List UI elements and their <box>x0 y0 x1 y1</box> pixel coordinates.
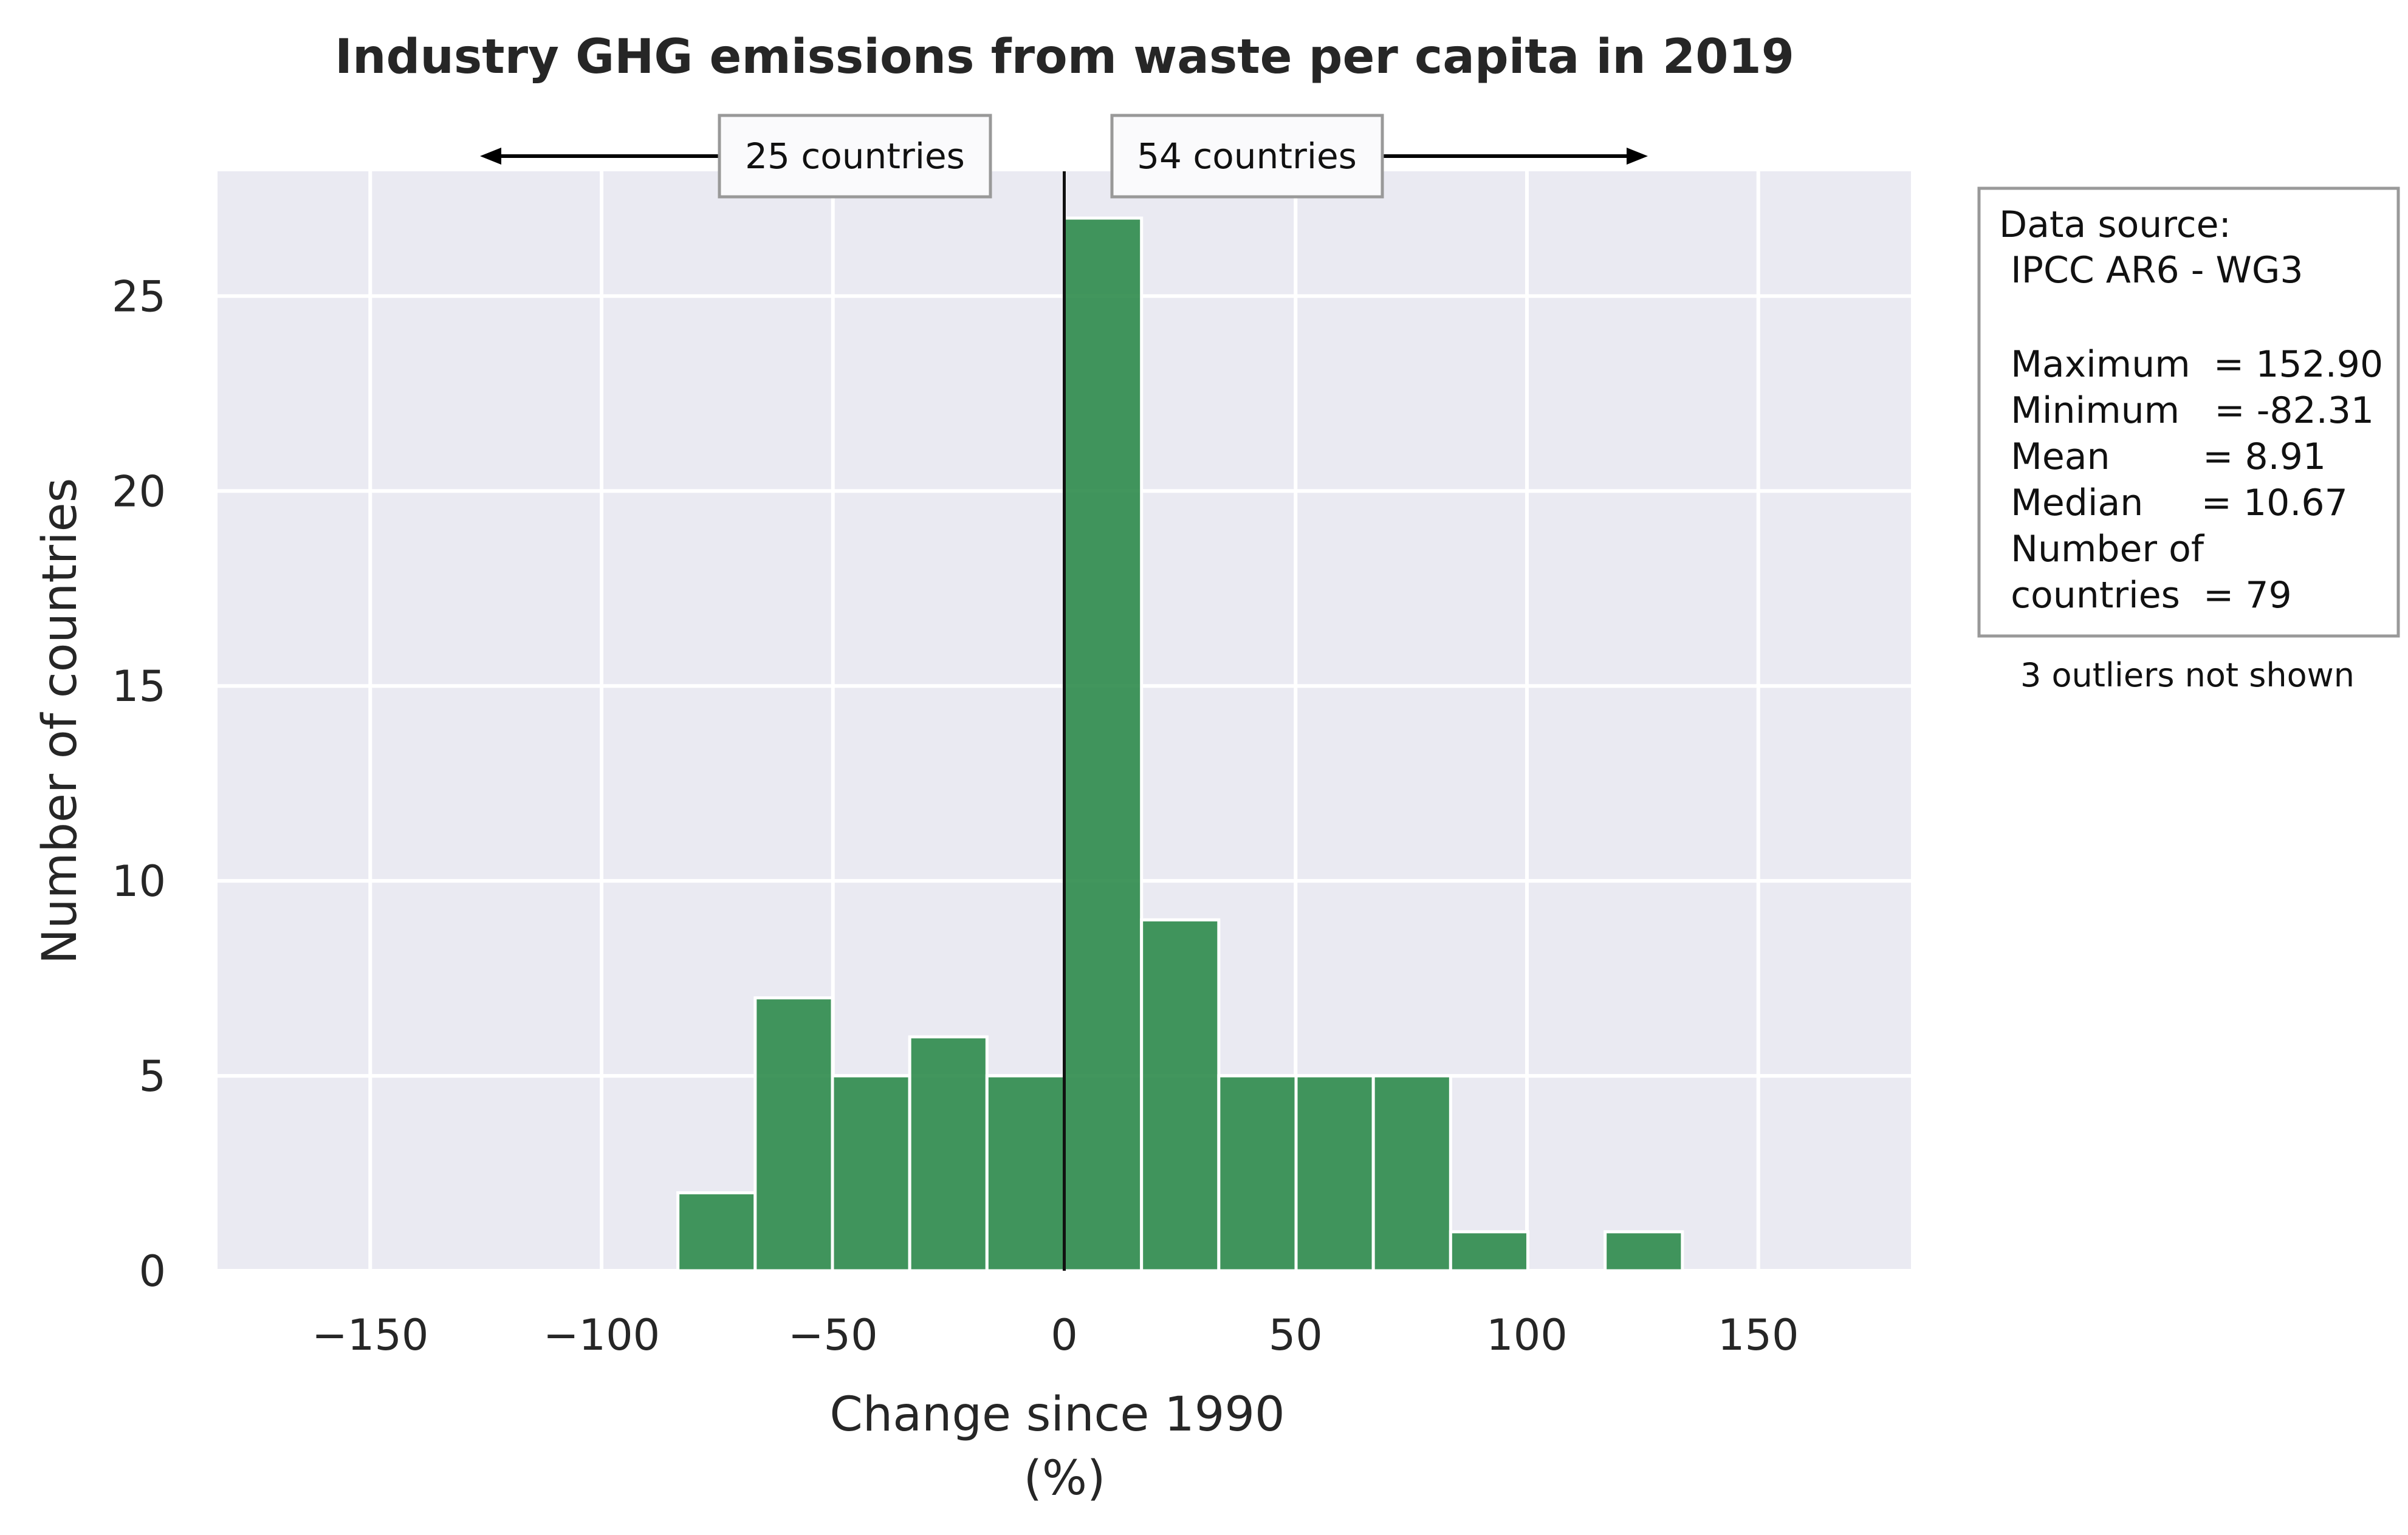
histogram-bar <box>1371 1074 1452 1273</box>
y-axis-ticks: 0 5 10 15 20 25 <box>112 272 166 1296</box>
stats-line: Data source: <box>1999 203 2231 246</box>
histogram-bar <box>1217 1074 1298 1273</box>
x-tick-label: −150 <box>312 1310 428 1360</box>
stats-line: Number of <box>1999 528 2205 570</box>
x-tick-label: 0 <box>1051 1310 1078 1360</box>
y-tick-label: 0 <box>139 1246 166 1296</box>
histogram-bar <box>985 1074 1066 1273</box>
x-tick-label: 50 <box>1269 1310 1323 1360</box>
right-arrow-icon <box>1627 148 1648 165</box>
histogram-bar <box>1449 1230 1529 1273</box>
left-count-box <box>718 114 992 199</box>
histogram-bar <box>676 1191 757 1273</box>
right-count-box <box>1110 114 1384 199</box>
stats-line: Maximum = 152.90 <box>1999 343 2383 386</box>
y-tick-label: 20 <box>112 467 166 516</box>
stats-box <box>1977 186 2400 638</box>
x-axis-label: Change since 1990 <box>829 1387 1285 1442</box>
x-tick-label: −100 <box>543 1310 660 1360</box>
y-tick-label: 5 <box>139 1051 166 1101</box>
histogram-bars <box>676 216 1684 1273</box>
stats-panel: Data source: IPCC AR6 - WG3 Maximum = 15… <box>1977 186 2400 694</box>
stats-line: Median = 10.67 <box>1999 482 2348 524</box>
left-count-label: 25 countries <box>745 135 965 177</box>
histogram-bar <box>1604 1230 1684 1273</box>
x-axis-label-unit: (%) <box>1024 1451 1106 1506</box>
y-axis-label: Number of countries <box>33 478 87 965</box>
chart-title: Industry GHG emissions from waste per ca… <box>335 30 1794 84</box>
right-count-label: 54 countries <box>1137 135 1357 177</box>
outliers-note: 3 outliers not shown <box>2020 656 2355 694</box>
y-tick-label: 15 <box>112 662 166 711</box>
x-tick-label: 100 <box>1486 1310 1568 1360</box>
histogram-bar <box>831 1074 911 1273</box>
histogram-bar <box>908 1035 989 1273</box>
stats-line: countries = 79 <box>1999 574 2292 617</box>
histogram-bar <box>1294 1074 1375 1273</box>
left-count-annotation: 25 countries <box>480 114 992 199</box>
x-tick-label: 150 <box>1718 1310 1799 1360</box>
histogram-bar <box>1140 918 1221 1273</box>
y-tick-label: 25 <box>112 272 166 321</box>
stats-line: Mean = 8.91 <box>1999 436 2326 478</box>
histogram-bar <box>753 996 834 1273</box>
right-count-annotation: 54 countries <box>1110 114 1648 199</box>
stats-line: IPCC AR6 - WG3 <box>1999 249 2303 292</box>
x-tick-label: −50 <box>788 1310 878 1360</box>
histogram-bar <box>1063 216 1144 1273</box>
x-axis-ticks: −150 −100 −50 0 50 100 150 <box>312 1310 1799 1360</box>
stats-line: Minimum = -82.31 <box>1999 389 2374 432</box>
left-arrow-icon <box>480 148 501 165</box>
y-tick-label: 10 <box>112 856 166 906</box>
